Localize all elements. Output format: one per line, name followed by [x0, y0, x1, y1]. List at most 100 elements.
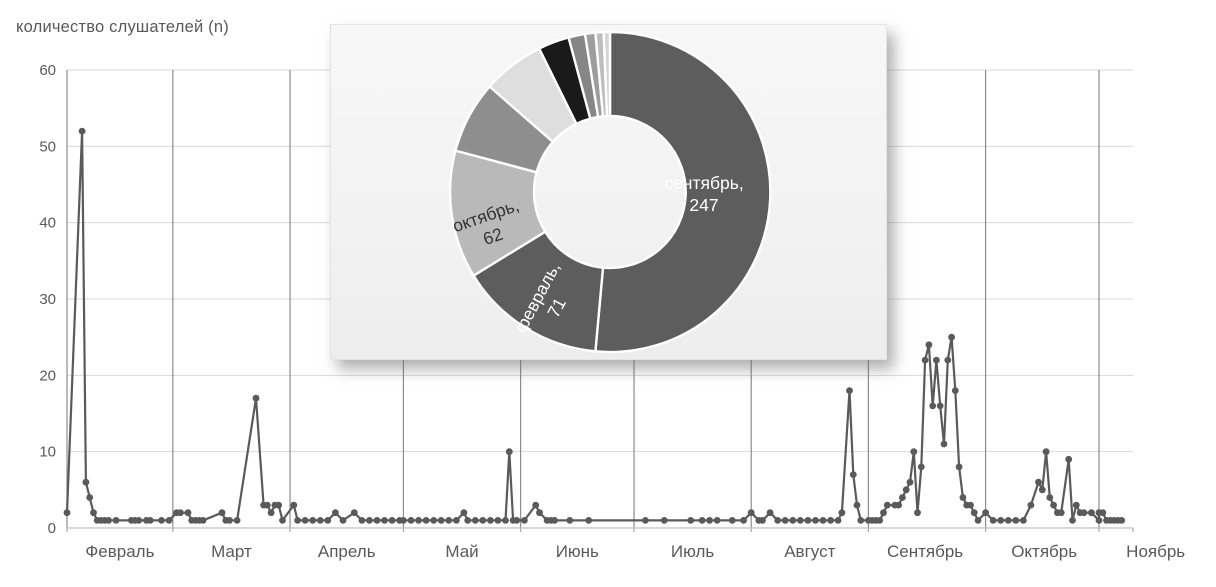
data-point-marker [513, 517, 521, 524]
donut-slice [602, 30, 612, 118]
data-point-marker [698, 517, 706, 524]
data-point-marker [218, 509, 226, 517]
y-axis-tick-label: 10 [39, 444, 56, 461]
data-point-marker [437, 517, 445, 524]
y-axis-tick-label: 50 [39, 138, 56, 155]
data-point-marker [940, 440, 948, 448]
data-point-marker [660, 517, 668, 524]
data-point-marker [135, 517, 143, 524]
data-point-marker [146, 517, 154, 524]
data-point-marker [177, 509, 184, 517]
data-point-marker [642, 517, 649, 524]
data-point-marker [332, 509, 339, 517]
donut-inset-panel: сентябрь, 247 февраль,71 октябрь,62 [330, 24, 887, 360]
data-point-marker [350, 509, 358, 517]
data-point-marker [184, 509, 192, 517]
data-point-marker [82, 478, 90, 486]
data-point-marker [112, 517, 120, 524]
data-point-marker [1050, 501, 1057, 509]
data-point-marker [1072, 501, 1080, 509]
data-point-marker [63, 509, 71, 517]
data-point-marker [914, 509, 921, 517]
data-point-marker [381, 517, 388, 524]
data-point-marker [1095, 517, 1103, 524]
data-point-marker [487, 517, 494, 524]
data-point-marker [415, 517, 422, 524]
data-point-marker [857, 517, 865, 524]
data-point-marker [366, 517, 373, 524]
data-point-marker [226, 517, 233, 524]
data-point-marker [263, 501, 271, 509]
data-point-marker [759, 517, 766, 524]
x-axis-label: Февраль [85, 542, 154, 561]
y-axis-title: количество слушателей (n) [16, 18, 229, 36]
x-axis-label: Октябрь [1011, 542, 1077, 561]
data-point-marker [1042, 448, 1050, 456]
data-point-marker [982, 509, 989, 517]
data-point-marker [1099, 509, 1107, 517]
data-point-marker [944, 356, 952, 364]
data-point-marker [989, 517, 997, 524]
data-point-marker [460, 509, 468, 517]
data-point-marker [339, 517, 347, 524]
data-point-marker [849, 471, 857, 478]
y-axis-tick-label: 60 [39, 62, 56, 79]
data-point-marker [933, 356, 940, 364]
data-point-marker [290, 501, 298, 509]
data-point-marker [895, 501, 902, 509]
data-point-marker [358, 517, 366, 524]
data-point-marker [747, 509, 755, 517]
data-point-marker [876, 517, 884, 524]
x-axis-label: Август [784, 542, 835, 561]
data-point-marker [781, 517, 789, 524]
data-point-marker [536, 509, 543, 517]
data-point-marker [910, 448, 918, 456]
data-point-marker [740, 517, 747, 524]
data-point-marker [838, 509, 846, 517]
data-point-marker [929, 402, 937, 410]
data-point-marker [1004, 517, 1012, 524]
data-point-marker [464, 517, 472, 524]
data-point-marker [959, 494, 967, 501]
x-axis-label: Май [445, 542, 478, 561]
data-point-marker [521, 517, 528, 524]
data-point-marker [105, 517, 112, 524]
data-point-marker [713, 517, 721, 524]
data-point-marker [728, 517, 736, 524]
data-point-marker [899, 494, 906, 501]
data-point-marker [309, 517, 317, 524]
data-point-marker [585, 517, 593, 524]
data-point-marker [78, 127, 86, 135]
data-point-marker [400, 517, 407, 524]
data-point-marker [373, 517, 381, 524]
data-point-marker [445, 517, 453, 524]
data-point-marker [880, 509, 887, 517]
data-point-marker [1046, 494, 1054, 501]
data-point-marker [1118, 517, 1126, 524]
y-axis-tick-label: 0 [48, 520, 56, 537]
data-point-marker [294, 517, 301, 524]
data-point-marker [430, 517, 438, 524]
data-point-marker [948, 333, 955, 341]
data-point-marker [1038, 486, 1046, 494]
data-point-marker [316, 517, 324, 524]
data-point-marker [1080, 509, 1088, 517]
data-point-marker [796, 517, 804, 524]
data-point-marker [834, 517, 842, 524]
data-point-marker [388, 517, 396, 524]
x-axis-label: Июль [671, 542, 715, 561]
data-point-marker [1027, 501, 1035, 509]
data-point-marker [902, 486, 910, 494]
data-point-marker [90, 509, 97, 517]
data-point-marker [551, 517, 558, 524]
data-point-marker [917, 463, 925, 471]
data-point-marker [233, 517, 241, 524]
data-point-marker [936, 402, 944, 410]
data-point-marker [970, 509, 978, 517]
data-point-marker [471, 517, 479, 524]
data-point-marker [267, 509, 275, 517]
data-point-marker [819, 517, 827, 524]
data-point-marker [967, 501, 974, 509]
